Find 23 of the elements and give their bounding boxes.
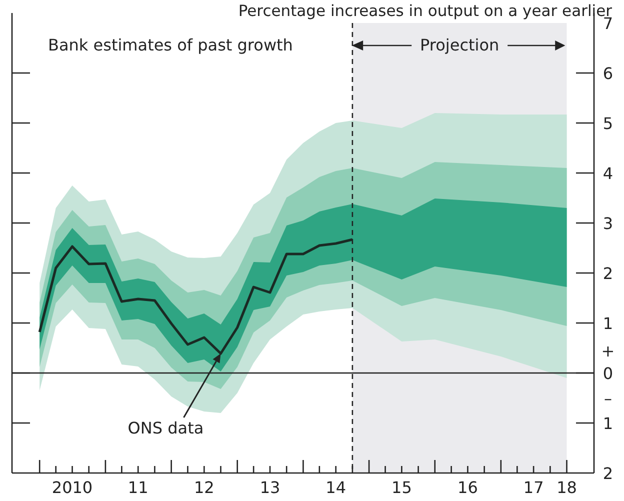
x-tick-label: 18 (556, 478, 577, 497)
y-tick-label: 4 (602, 164, 614, 183)
x-tick-label: 16 (458, 478, 478, 497)
y-tick-label: 0 (602, 364, 614, 383)
x-tick-label: 11 (128, 478, 148, 497)
x-tick-label: 15 (392, 478, 412, 497)
x-tick-label: 17 (523, 478, 544, 497)
y-tick-label: + (601, 341, 615, 360)
y-tick-label: 6 (602, 64, 614, 83)
x-tick-label: 13 (260, 478, 280, 497)
y-tick-label: 1 (602, 414, 614, 433)
x-tick-label: 2010 (52, 478, 93, 497)
y-tick-label: 3 (602, 214, 614, 233)
annotation: ONS data (128, 418, 204, 438)
y-tick-label: 2 (602, 464, 614, 483)
y-tick-label: – (604, 388, 612, 408)
x-tick-label: 12 (194, 478, 214, 497)
y-tick-label: 5 (602, 114, 614, 133)
annotation: Bank estimates of past growth (48, 36, 293, 54)
y-tick-label: 2 (602, 264, 614, 283)
band-label: Projection (420, 36, 500, 54)
y-tick-label: 1 (602, 314, 614, 333)
x-tick-label: 14 (326, 478, 346, 497)
